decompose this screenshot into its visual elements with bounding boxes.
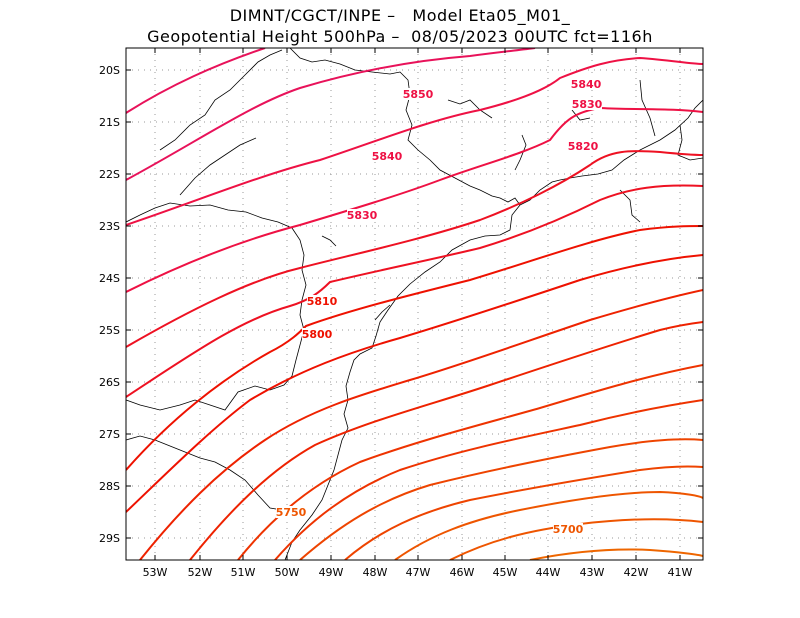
contour-label-bg — [571, 78, 601, 90]
contour-label: 5810 — [307, 295, 338, 308]
contour-line — [126, 225, 703, 471]
longitude-labels: 53W 52W 51W 50W 49W 48W 47W 46W 45W 44W 43W 42W 41W — [143, 566, 693, 579]
contour-label: 5840 — [571, 78, 602, 91]
lon-label: 41W — [668, 566, 693, 579]
contour-label-bg — [276, 506, 306, 518]
lat-label: 29S — [99, 532, 120, 545]
contour-lines — [126, 48, 703, 560]
lon-label: 45W — [493, 566, 518, 579]
contour-label: 5750 — [276, 506, 307, 519]
lat-label: 21S — [99, 116, 120, 129]
lon-label: 42W — [624, 566, 649, 579]
plot-frame — [125, 47, 704, 561]
contour-line — [139, 289, 703, 560]
contour-labels: 5850 5840 5840 5830 5830 5820 5810 5800 5750 5700 — [276, 78, 603, 536]
grid-lines — [126, 48, 703, 560]
lat-label: 28S — [99, 480, 120, 493]
lon-label: 50W — [275, 566, 300, 579]
contour-label: 5830 — [347, 209, 378, 222]
contour-line — [299, 438, 703, 560]
contour-line — [189, 321, 703, 560]
title-line-1: DIMNT/CGCT/INPE – Model Eta05_M01_ — [229, 6, 571, 25]
contour-line — [529, 548, 703, 560]
lat-label: 26S — [99, 376, 120, 389]
contour-line — [126, 184, 703, 398]
lat-label: 23S — [99, 220, 120, 233]
lon-label: 53W — [143, 566, 168, 579]
lon-label: 52W — [188, 566, 213, 579]
contour-line — [126, 254, 703, 513]
lat-label: 20S — [99, 64, 120, 77]
contour-label-bg — [307, 295, 337, 307]
contour-line — [344, 465, 703, 560]
contour-label: 5700 — [553, 523, 584, 536]
lon-label: 51W — [231, 566, 256, 579]
contour-line — [126, 150, 703, 348]
contour-label-bg — [572, 98, 602, 110]
contour-line — [274, 399, 703, 560]
contour-line — [126, 48, 536, 181]
contour-label-bg — [403, 88, 433, 100]
contour-label-bg — [568, 140, 598, 152]
lon-label: 46W — [450, 566, 475, 579]
contour-label-bg — [302, 328, 332, 340]
title-line-2: Geopotential Height 500hPa – 08/05/2023 … — [147, 27, 653, 46]
contour-label-bg — [553, 523, 583, 535]
contour-line — [126, 48, 266, 114]
contour-label: 5840 — [372, 150, 403, 163]
contour-label: 5820 — [568, 140, 599, 153]
lon-label: 49W — [319, 566, 344, 579]
contour-label: 5830 — [572, 98, 603, 111]
lat-label: 25S — [99, 324, 120, 337]
contour-line — [126, 56, 703, 226]
latitude-labels: 20S 21S 22S 23S 24S 25S 26S 27S 28S 29S — [99, 64, 120, 545]
contour-line — [126, 106, 703, 293]
contour-label: 5800 — [302, 328, 333, 341]
lon-label: 48W — [363, 566, 388, 579]
contour-line — [237, 364, 703, 560]
lat-label: 27S — [99, 428, 120, 441]
contour-label: 5850 — [403, 88, 434, 101]
contour-label-bg — [347, 209, 377, 221]
lat-label: 22S — [99, 168, 120, 181]
contour-label-bg — [372, 150, 402, 162]
lon-label: 44W — [536, 566, 561, 579]
coastline-and-borders — [126, 48, 703, 560]
axis-ticks — [126, 48, 703, 560]
lat-label: 24S — [99, 272, 120, 285]
lon-label: 43W — [580, 566, 605, 579]
contour-line — [394, 490, 703, 560]
lon-label: 47W — [406, 566, 431, 579]
